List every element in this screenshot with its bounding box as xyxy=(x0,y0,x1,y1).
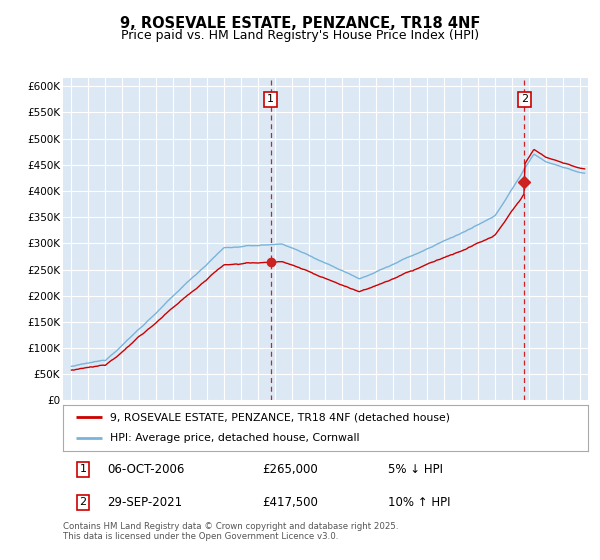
Text: 2: 2 xyxy=(79,497,86,507)
Text: HPI: Average price, detached house, Cornwall: HPI: Average price, detached house, Corn… xyxy=(110,433,360,444)
Text: 9, ROSEVALE ESTATE, PENZANCE, TR18 4NF: 9, ROSEVALE ESTATE, PENZANCE, TR18 4NF xyxy=(120,16,480,31)
Text: £417,500: £417,500 xyxy=(263,496,319,509)
Text: 29-SEP-2021: 29-SEP-2021 xyxy=(107,496,183,509)
Text: £265,000: £265,000 xyxy=(263,463,318,476)
Text: Price paid vs. HM Land Registry's House Price Index (HPI): Price paid vs. HM Land Registry's House … xyxy=(121,29,479,42)
Text: 5% ↓ HPI: 5% ↓ HPI xyxy=(389,463,443,476)
Text: 1: 1 xyxy=(79,464,86,474)
Text: 1: 1 xyxy=(267,94,274,104)
Text: 2: 2 xyxy=(521,94,528,104)
Text: 9, ROSEVALE ESTATE, PENZANCE, TR18 4NF (detached house): 9, ROSEVALE ESTATE, PENZANCE, TR18 4NF (… xyxy=(110,412,450,422)
Text: Contains HM Land Registry data © Crown copyright and database right 2025.
This d: Contains HM Land Registry data © Crown c… xyxy=(63,522,398,542)
Text: 06-OCT-2006: 06-OCT-2006 xyxy=(107,463,185,476)
Text: 10% ↑ HPI: 10% ↑ HPI xyxy=(389,496,451,509)
